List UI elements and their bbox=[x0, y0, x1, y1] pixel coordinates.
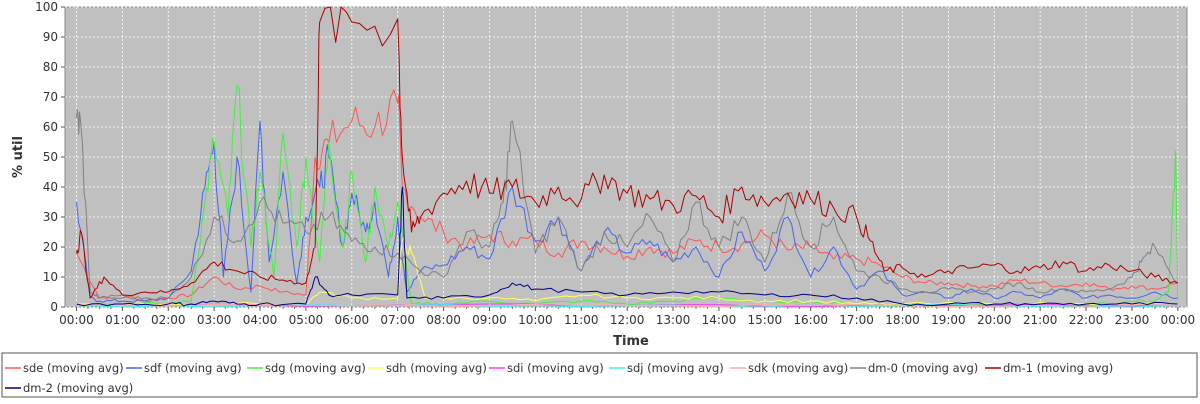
x-tick-label: 15:00 bbox=[748, 313, 783, 327]
series-line bbox=[76, 120, 1178, 303]
legend-label: sdj (moving avg) bbox=[627, 361, 724, 375]
x-tick-label: 02:00 bbox=[151, 313, 186, 327]
y-tick-label: 40 bbox=[43, 180, 58, 194]
x-tick-label: 03:00 bbox=[197, 313, 232, 327]
series-line bbox=[76, 236, 1178, 307]
y-tick-label: 90 bbox=[43, 30, 58, 44]
x-tick-label: 13:00 bbox=[656, 313, 691, 327]
y-tick-label: 70 bbox=[43, 90, 58, 104]
x-tick-label: 09:00 bbox=[472, 313, 507, 327]
x-tick-label: 16:00 bbox=[793, 313, 828, 327]
y-tick-label: 10 bbox=[43, 270, 58, 284]
x-tick-label: 11:00 bbox=[564, 313, 599, 327]
x-tick-label: 22:00 bbox=[1069, 313, 1104, 327]
legend-label: dm-2 (moving avg) bbox=[23, 381, 133, 395]
series-line bbox=[76, 109, 1179, 301]
y-axis-label: % util bbox=[11, 136, 26, 178]
y-tick-label: 100 bbox=[35, 0, 58, 14]
x-tick-label: 07:00 bbox=[380, 313, 415, 327]
x-tick-label: 05:00 bbox=[289, 313, 324, 327]
legend-label: dm-0 (moving avg) bbox=[868, 361, 978, 375]
series-line bbox=[76, 89, 1178, 302]
x-tick-label: 00:00 bbox=[59, 313, 94, 327]
x-axis-label: Time bbox=[613, 334, 649, 349]
x-tick-label: 06:00 bbox=[335, 313, 370, 327]
legend-label: sdk (moving avg) bbox=[748, 361, 848, 375]
x-tick-label: 10:00 bbox=[518, 313, 553, 327]
y-tick-label: 50 bbox=[43, 150, 58, 164]
x-tick-label: 19:00 bbox=[931, 313, 966, 327]
legend-box bbox=[1, 352, 1198, 398]
legend-label: dm-1 (moving avg) bbox=[1003, 361, 1113, 375]
x-tick-label: 12:00 bbox=[610, 313, 645, 327]
x-tick-label: 14:00 bbox=[702, 313, 737, 327]
legend-label: sdf (moving avg) bbox=[144, 361, 242, 375]
axes: 0 10 20 30 40 50 60 70 80 90 100 00:00 01:00 02:00 03:… bbox=[35, 0, 1195, 327]
x-tick-label: 20:00 bbox=[977, 313, 1012, 327]
x-tick-label: 21:00 bbox=[1023, 313, 1058, 327]
legend-label: sde (moving avg) bbox=[23, 361, 124, 375]
legend-label: sdi (moving avg) bbox=[507, 361, 604, 375]
x-tick-label: 08:00 bbox=[426, 313, 461, 327]
x-tick-label: 23:00 bbox=[1115, 313, 1150, 327]
series-line bbox=[76, 6, 1178, 299]
legend-label: sdh (moving avg) bbox=[386, 361, 487, 375]
y-tick-label: 0 bbox=[50, 300, 58, 314]
x-tick-label: 00:00 bbox=[1161, 313, 1196, 327]
series-line bbox=[76, 186, 1178, 307]
x-tick-label: 01:00 bbox=[105, 313, 140, 327]
y-tick-label: 30 bbox=[43, 210, 58, 224]
legend-label: sdg (moving avg) bbox=[265, 361, 366, 375]
x-tick-label: 17:00 bbox=[839, 313, 874, 327]
series-lines bbox=[76, 6, 1179, 308]
grid bbox=[64, 6, 1188, 308]
y-tick-label: 80 bbox=[43, 60, 58, 74]
legend: sde (moving avg) sdf (moving avg) sdg (mov… bbox=[1, 352, 1198, 398]
y-tick-label: 60 bbox=[43, 120, 58, 134]
x-tick-label: 18:00 bbox=[885, 313, 920, 327]
y-tick-label: 20 bbox=[43, 240, 58, 254]
x-tick-label: 04:00 bbox=[243, 313, 278, 327]
